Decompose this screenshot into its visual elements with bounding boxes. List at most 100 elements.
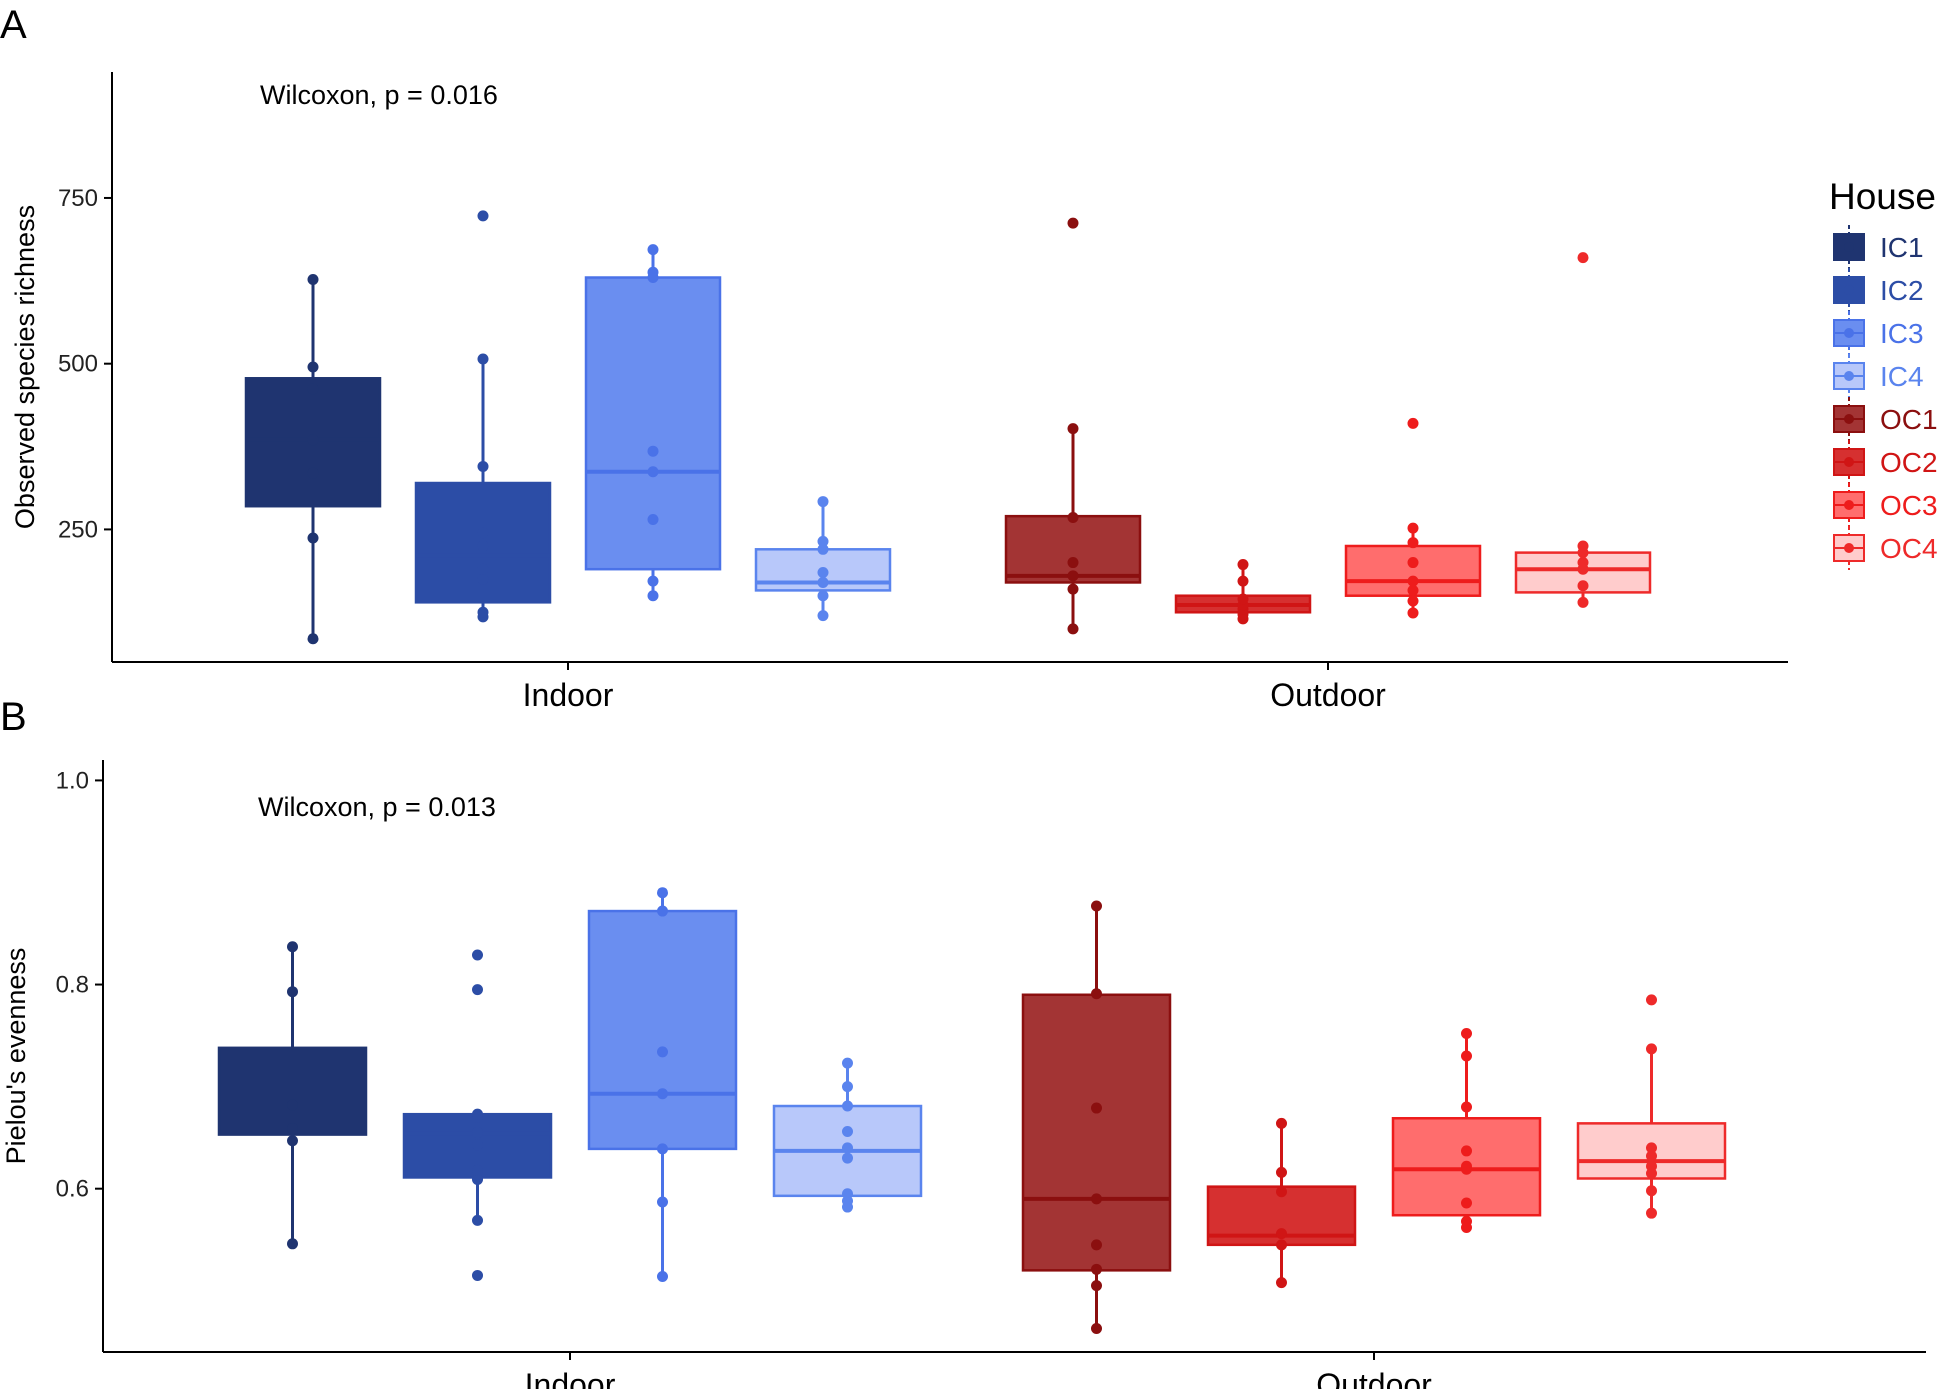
x-tick-label: Outdoor — [1270, 677, 1386, 713]
data-point — [287, 986, 298, 998]
data-point — [1091, 1263, 1102, 1275]
data-point — [472, 984, 483, 996]
data-point — [1577, 252, 1589, 264]
x-tick-label: Indoor — [523, 677, 614, 713]
box-oc4 — [1514, 252, 1652, 608]
box-ic1 — [244, 273, 382, 645]
data-point — [1461, 1160, 1472, 1172]
data-point — [477, 573, 489, 585]
data-point — [472, 1174, 483, 1186]
data-point — [842, 1081, 853, 1093]
data-point — [307, 361, 319, 373]
y-tick-label: 750 — [58, 185, 98, 212]
data-point — [1276, 1277, 1287, 1289]
legend-item-ic2: IC2 — [1833, 268, 1924, 312]
legend-label: IC3 — [1880, 318, 1924, 349]
data-point — [1091, 1193, 1102, 1205]
legend-label: IC1 — [1880, 232, 1924, 263]
panel-a-richness-chart: 250 500 750 Observed species richness Wilcox… — [10, 72, 1788, 713]
data-point — [1577, 557, 1589, 569]
data-point — [842, 1152, 853, 1164]
y-tick-label: 500 — [58, 351, 98, 378]
box-oc2 — [1206, 1117, 1357, 1289]
data-point — [477, 606, 489, 618]
data-point — [307, 434, 319, 446]
box-ic2 — [414, 210, 552, 623]
data-point — [1091, 1323, 1102, 1335]
legend-point — [1844, 285, 1854, 295]
data-point — [647, 244, 659, 256]
legend-point — [1844, 500, 1854, 510]
data-point — [1577, 540, 1589, 552]
legend-point — [1844, 328, 1854, 338]
legend-label: IC2 — [1880, 275, 1924, 306]
data-point — [647, 513, 659, 525]
data-point — [657, 905, 668, 917]
data-point — [307, 633, 319, 645]
legend-label: OC1 — [1880, 404, 1938, 435]
legend-label: IC4 — [1880, 361, 1924, 392]
data-point — [657, 1088, 668, 1100]
iqr-box — [217, 1046, 368, 1136]
data-point — [817, 590, 829, 602]
data-point — [842, 1188, 853, 1200]
data-point — [1276, 1166, 1287, 1178]
box-oc2 — [1174, 559, 1312, 625]
data-point — [647, 266, 659, 278]
legend-point — [1844, 371, 1854, 381]
legend-item-ic4: IC4 — [1833, 354, 1924, 398]
data-point — [307, 383, 319, 395]
iqr-box — [1021, 993, 1172, 1272]
legend-title: House — [1829, 176, 1936, 217]
box-ic1 — [217, 941, 368, 1250]
data-point — [287, 1122, 298, 1134]
y-tick-label: 0.6 — [56, 1176, 89, 1203]
data-point — [477, 460, 489, 472]
data-point — [307, 467, 319, 479]
data-point — [472, 1269, 483, 1281]
data-point — [477, 210, 489, 222]
data-point — [1461, 1028, 1472, 1040]
box-oc1 — [1021, 900, 1172, 1335]
data-point — [1067, 570, 1079, 582]
x-tick-label: Indoor — [525, 1367, 616, 1389]
data-point — [472, 949, 483, 961]
data-point — [1091, 900, 1102, 912]
legend-point — [1844, 543, 1854, 553]
data-point — [817, 610, 829, 622]
data-point — [472, 1139, 483, 1151]
data-point — [1461, 1101, 1472, 1113]
data-point — [657, 1046, 668, 1058]
data-point — [1461, 1197, 1472, 1209]
data-point — [1407, 595, 1419, 607]
data-point — [817, 535, 829, 547]
data-point — [1067, 423, 1079, 435]
data-point — [817, 543, 829, 555]
y-axis-label: Pielou's evenness — [1, 948, 31, 1165]
box-ic4 — [754, 496, 892, 622]
y-tick-label: 0.8 — [56, 972, 89, 999]
legend-label: OC3 — [1880, 490, 1938, 521]
data-point — [1276, 1239, 1287, 1251]
data-point — [647, 445, 659, 457]
box-ic2 — [402, 949, 553, 1281]
data-point — [477, 353, 489, 365]
data-point — [1091, 988, 1102, 1000]
data-point — [1577, 580, 1589, 592]
data-point — [477, 527, 489, 539]
data-point — [1276, 1228, 1287, 1240]
legend-item-oc4: OC4 — [1833, 526, 1938, 570]
data-point — [1067, 583, 1079, 595]
data-point — [1067, 217, 1079, 229]
data-point — [1577, 596, 1589, 608]
data-point — [1407, 584, 1419, 596]
y-tick-label: 250 — [58, 516, 98, 543]
legend-point — [1844, 242, 1854, 252]
legend-item-ic3: IC3 — [1833, 311, 1924, 355]
data-point — [1646, 1142, 1657, 1154]
data-point — [657, 1196, 668, 1208]
data-point — [1646, 1160, 1657, 1172]
data-point — [842, 1057, 853, 1069]
legend-label: OC4 — [1880, 533, 1938, 564]
